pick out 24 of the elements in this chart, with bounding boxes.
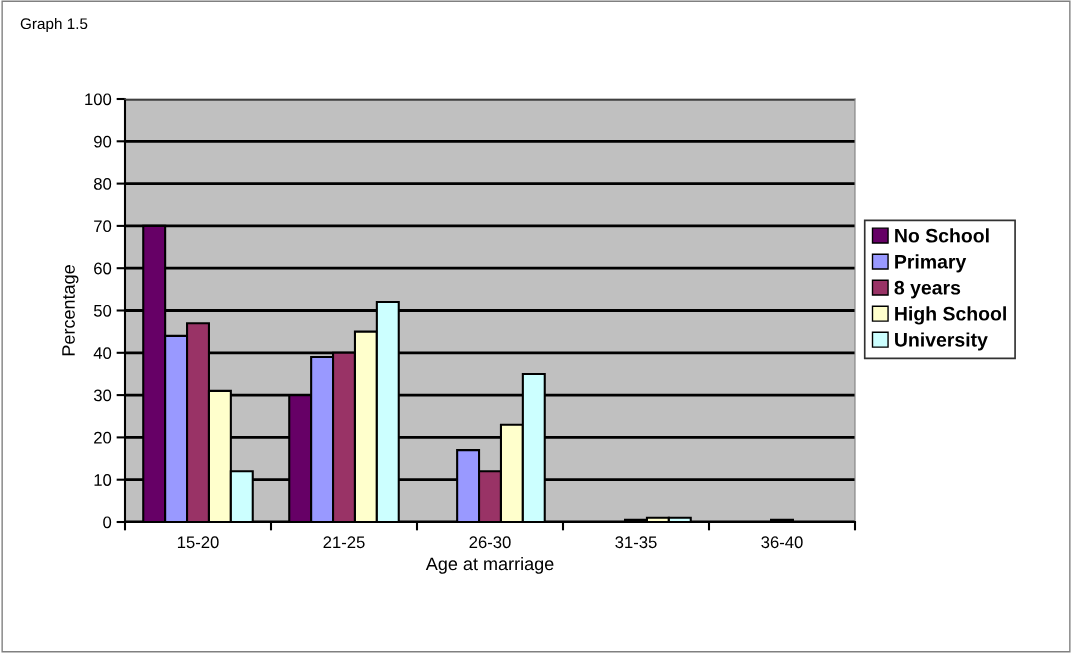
- y-tick-label: 40: [93, 347, 112, 359]
- legend-label: University: [895, 332, 988, 351]
- chart-title: Graph 1.5: [20, 17, 88, 33]
- y-tick-label: 30: [93, 389, 112, 402]
- y-tick-label: 0: [103, 516, 112, 529]
- y-tick-label: 20: [94, 431, 112, 444]
- x-tick-label: 26-30: [469, 536, 511, 549]
- legend-label: No School: [895, 228, 989, 243]
- y-axis-title: Percentage: [62, 265, 79, 356]
- legend-label: 8 years: [894, 280, 961, 299]
- x-tick-label: 15-20: [177, 536, 219, 549]
- y-tick-label: 100: [85, 93, 112, 106]
- x-tick-label: 31-35: [615, 536, 657, 549]
- y-tick-label: 90: [94, 135, 112, 148]
- y-tick-label: 80: [93, 178, 112, 190]
- x-tick-label: 21-25: [323, 536, 365, 549]
- y-tick-label: 50: [93, 304, 112, 317]
- x-axis-title: Age at marriage: [425, 556, 554, 574]
- y-tick-label: 60: [94, 262, 112, 275]
- y-tick-label: 70: [94, 220, 112, 233]
- y-tick-label: 10: [94, 474, 112, 486]
- legend-label: Primary: [895, 254, 967, 273]
- x-tick-label: 36-40: [761, 536, 803, 549]
- legend-label: High School: [895, 306, 1006, 325]
